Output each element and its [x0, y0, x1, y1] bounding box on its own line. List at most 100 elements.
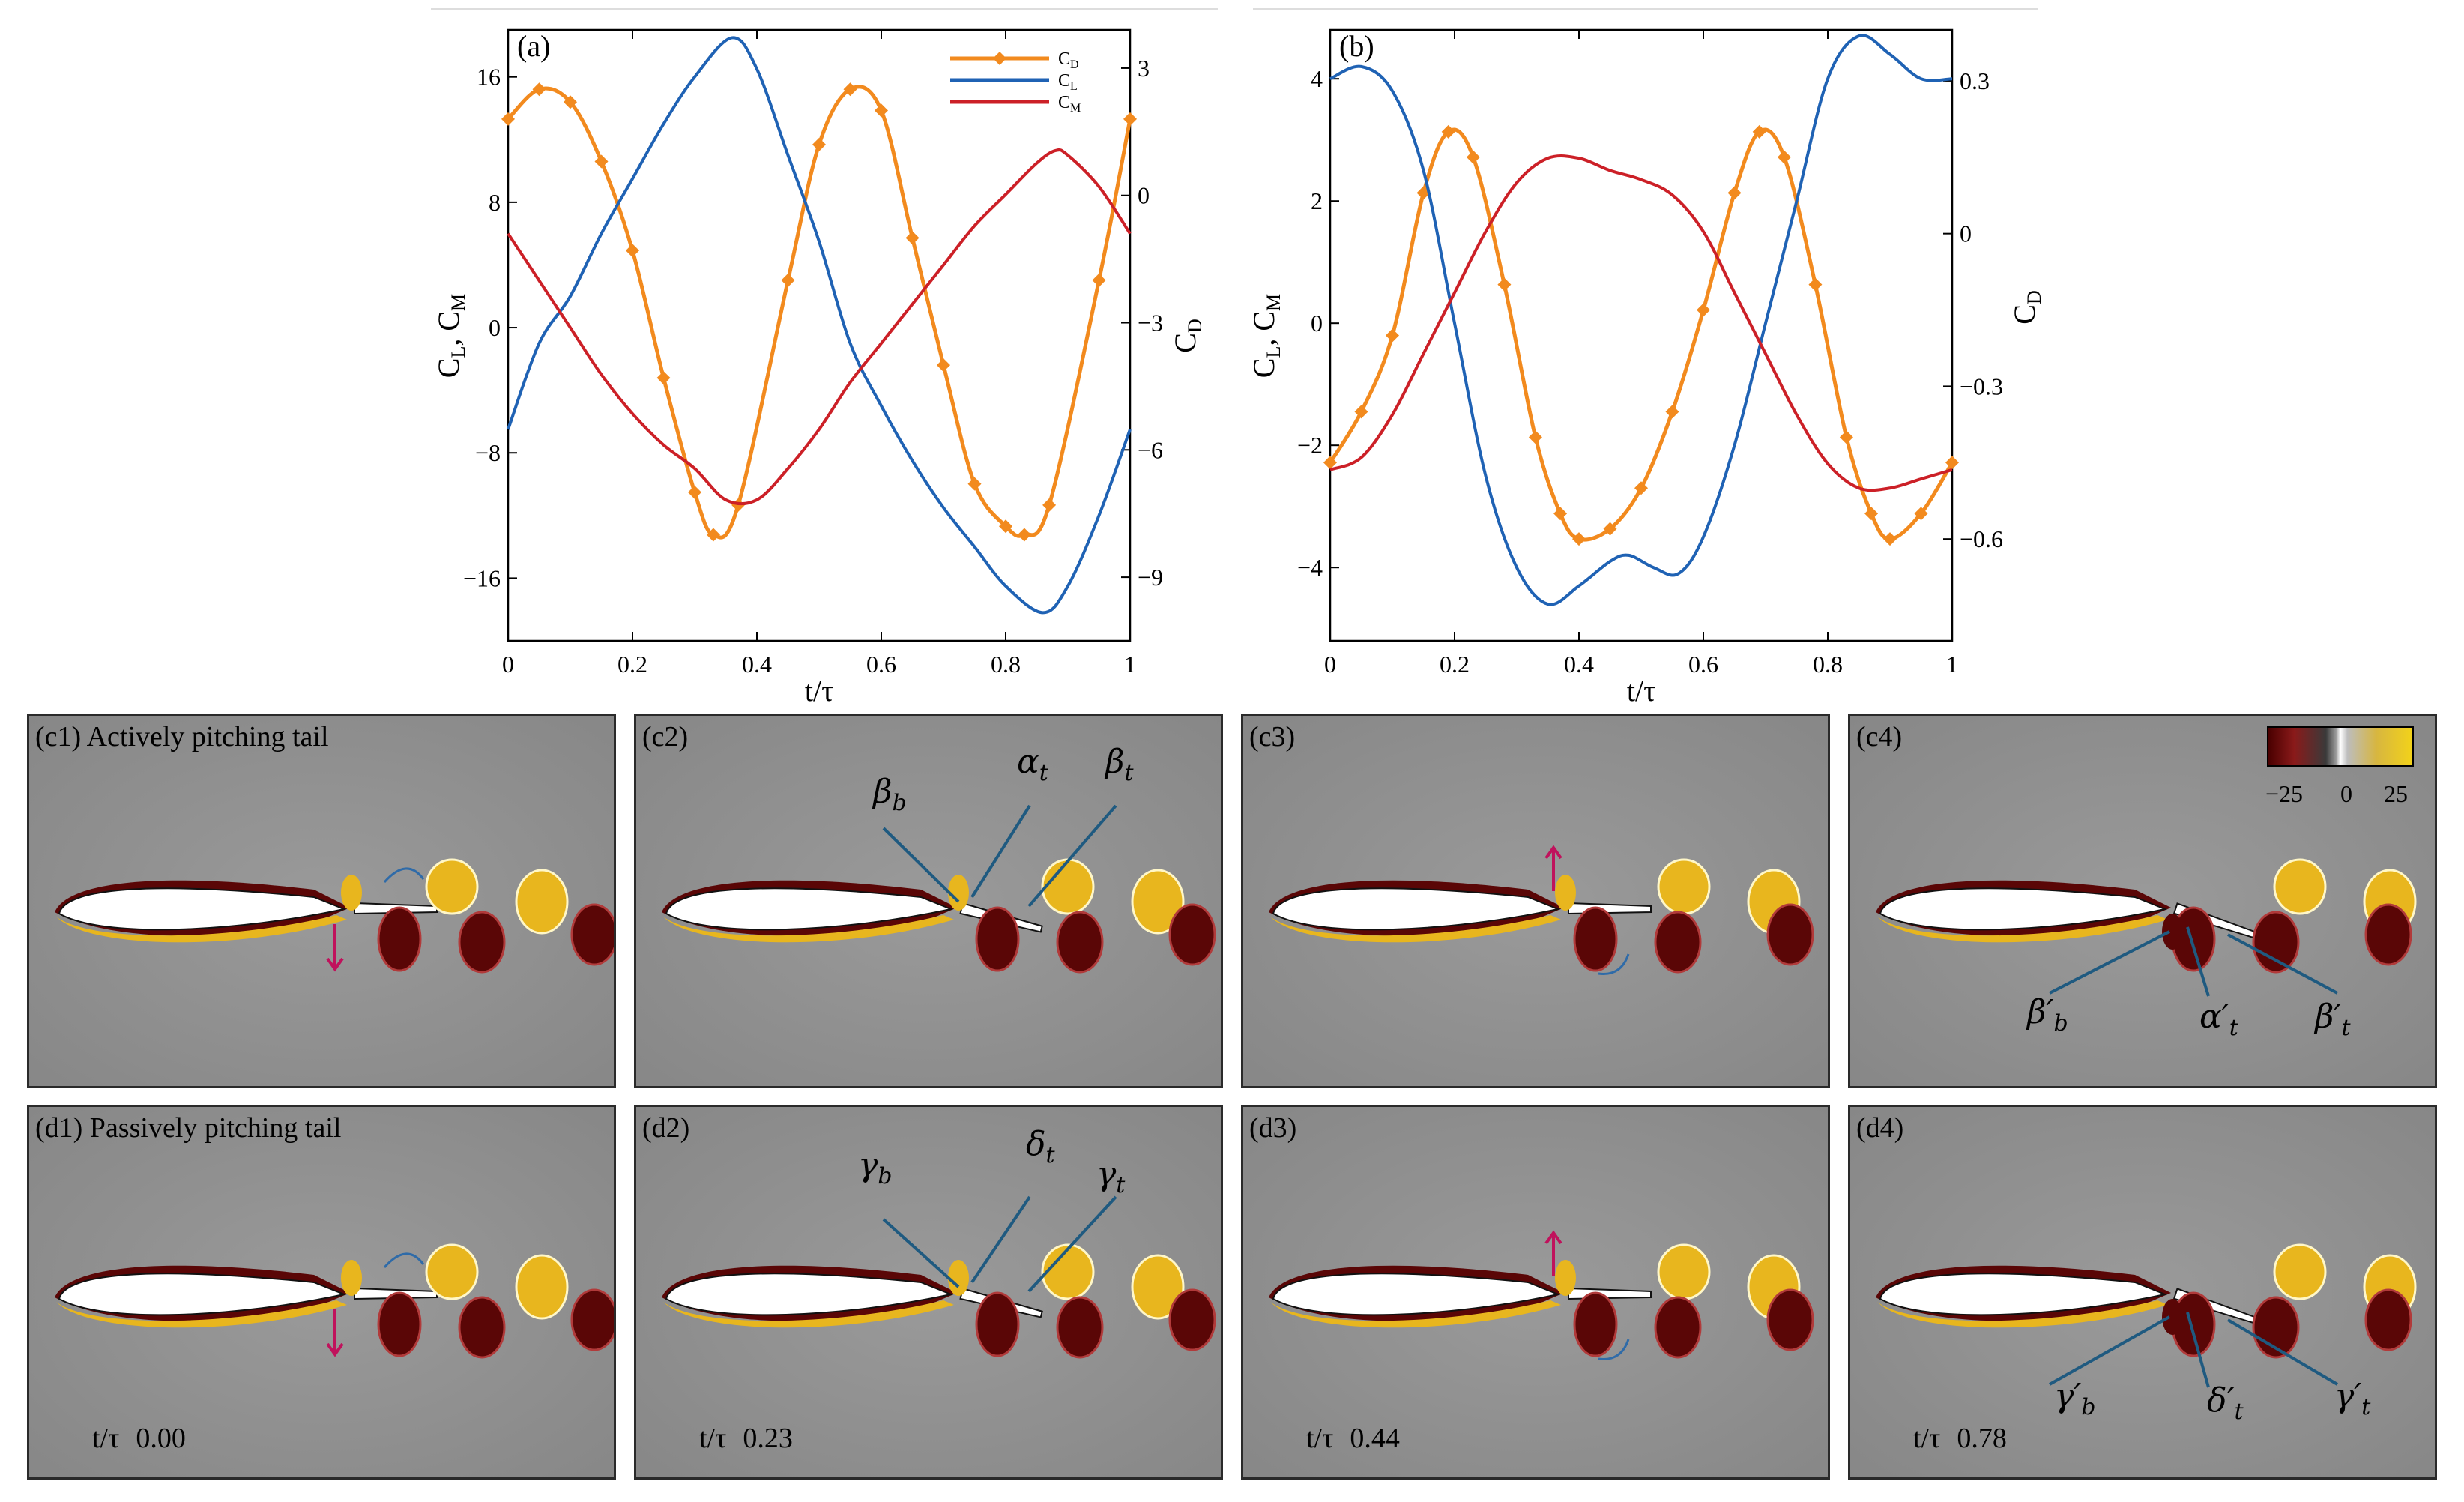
annotation-beta-b: βb	[873, 773, 907, 816]
wake-vortices	[2162, 1243, 2417, 1359]
time-label-d3: t/τ 0.44	[1306, 1422, 1400, 1455]
wake-vortex	[1041, 858, 1095, 915]
panel-label-d4: (d4)	[1856, 1112, 1904, 1144]
wake-vortex	[458, 1296, 506, 1359]
wake-vortex	[1056, 1296, 1104, 1359]
flow-field-c3	[1243, 716, 1828, 1086]
tail-root-vortex	[948, 1260, 969, 1296]
y-left-tick-label: 4	[1311, 65, 1323, 92]
data-point-marker	[1727, 186, 1742, 200]
time-prefix-d1: t/τ	[92, 1423, 120, 1454]
annotation-alpha-prime-t: α′t	[2199, 998, 2238, 1041]
panel-label-d1: (d1) Passively pitching tail	[35, 1112, 342, 1144]
data-point-marker	[1603, 522, 1617, 536]
series-line-cm	[507, 148, 1132, 506]
data-point-marker	[1323, 456, 1337, 470]
wake-vortex	[2364, 903, 2412, 966]
x-tick-label: 0	[502, 651, 514, 678]
data-point-marker	[1572, 532, 1586, 546]
chart-a-series	[501, 36, 1137, 615]
vorticity-colorbar	[2267, 726, 2414, 767]
legend-label-cd: CD	[1058, 49, 1079, 71]
data-point-marker	[1466, 150, 1480, 164]
flow-field-c2	[636, 716, 1221, 1086]
wake-vortex	[377, 1291, 422, 1357]
time-value-d2: 0.23	[743, 1423, 793, 1454]
series-line-cl	[507, 36, 1132, 615]
data-point-marker	[999, 519, 1012, 534]
wake-vortices	[948, 1243, 1216, 1359]
main-airfoil	[1272, 887, 1561, 931]
legend-label-cl: CL	[1058, 71, 1078, 93]
panel-c1: (c1) Actively pitching tail	[27, 714, 616, 1088]
shear-layer-lower	[1877, 1300, 2168, 1328]
panel-d1: (d1) Passively pitching tail t/τ 0.00	[27, 1105, 616, 1480]
colorbar-tick-zero: 0	[2340, 780, 2352, 807]
flow-field-c4	[1850, 716, 2435, 1086]
time-value-d1: 0.00	[136, 1423, 186, 1454]
wake-vortex	[458, 911, 506, 974]
chart-b: 0 0.2 0.4 0.6 0.8 1 4 2 0 −2 −4 0.3 0 −0.3 −0.6 (b) t/…	[1247, 8, 2045, 708]
main-airfoil	[1272, 1273, 1561, 1316]
leader-line	[2227, 933, 2338, 995]
y-right-tick-label: 0	[1138, 182, 1150, 209]
x-tick-label: 0.4	[1564, 651, 1594, 678]
tail-root-vortex	[1555, 1260, 1576, 1296]
data-point-marker	[1123, 112, 1137, 126]
tail-root-vortex	[2162, 914, 2183, 950]
wake-vortices	[341, 858, 614, 974]
wake-vortex	[515, 1254, 569, 1320]
data-point-marker	[1914, 507, 1928, 521]
chart-a-legend: CD CL CM	[950, 49, 1081, 115]
rotation-arrow-icon	[1598, 953, 1630, 975]
data-point-marker	[781, 273, 795, 287]
shear-layer-lower	[56, 1300, 347, 1328]
panel-c3: (c3)	[1241, 714, 1830, 1088]
tail-root-vortex	[341, 1260, 362, 1296]
panel-d4: (d4) γ′b δ′t γ′t t/τ 0.78	[1848, 1105, 2437, 1480]
x-tick-label: 1	[1124, 651, 1136, 678]
y-left-tick-label: 8	[489, 189, 501, 216]
wake-vortex	[1168, 1288, 1216, 1351]
x-tick-label: 0.2	[1440, 651, 1470, 678]
x-tick-label: 0.6	[1688, 651, 1718, 678]
data-point-marker	[937, 358, 950, 373]
shear-layer-lower	[1270, 915, 1561, 943]
data-point-marker	[1553, 507, 1568, 521]
data-point-marker	[812, 137, 826, 151]
panel-label-c4: (c4)	[1856, 721, 1903, 752]
legend-label-cm: CM	[1058, 93, 1081, 115]
wake-vortex	[425, 858, 479, 915]
data-point-marker	[1839, 430, 1853, 444]
wake-vortices	[1555, 858, 1814, 974]
time-prefix-d2: t/τ	[699, 1423, 727, 1454]
wake-vortex	[975, 1291, 1020, 1357]
data-point-marker	[1092, 273, 1106, 287]
chart-b-xlabel: t/τ	[1627, 674, 1655, 708]
wake-vortex	[1041, 1243, 1095, 1300]
main-airfoil	[58, 887, 347, 931]
data-point-marker	[532, 82, 546, 97]
data-point-marker	[1441, 124, 1455, 139]
leader-line	[2186, 926, 2210, 997]
data-point-marker	[656, 371, 671, 385]
y-left-tick-label: −2	[1297, 432, 1323, 459]
data-point-marker	[1752, 124, 1766, 139]
annotation-leader-lines	[882, 804, 1117, 908]
time-prefix-d4: t/τ	[1913, 1423, 1941, 1454]
panel-label-d3: (d3)	[1249, 1112, 1297, 1144]
shear-layer-lower	[663, 1300, 954, 1328]
data-point-marker	[875, 103, 888, 118]
down-arrow-icon	[326, 1342, 344, 1357]
wake-vortices	[341, 1243, 614, 1359]
y-left-tick-label: −8	[475, 439, 501, 466]
wake-vortex	[425, 1243, 479, 1300]
annotation-beta-prime-t: β′t	[2315, 998, 2351, 1041]
wake-vortex	[2273, 1243, 2327, 1300]
annotation-beta-prime-b: β′b	[2027, 993, 2068, 1037]
up-arrow-icon	[1544, 1230, 1562, 1245]
panel-label-d2: (d2)	[642, 1112, 690, 1144]
wake-vortex	[377, 906, 422, 972]
data-point-marker	[1497, 277, 1512, 292]
data-point-marker	[1945, 456, 1959, 470]
